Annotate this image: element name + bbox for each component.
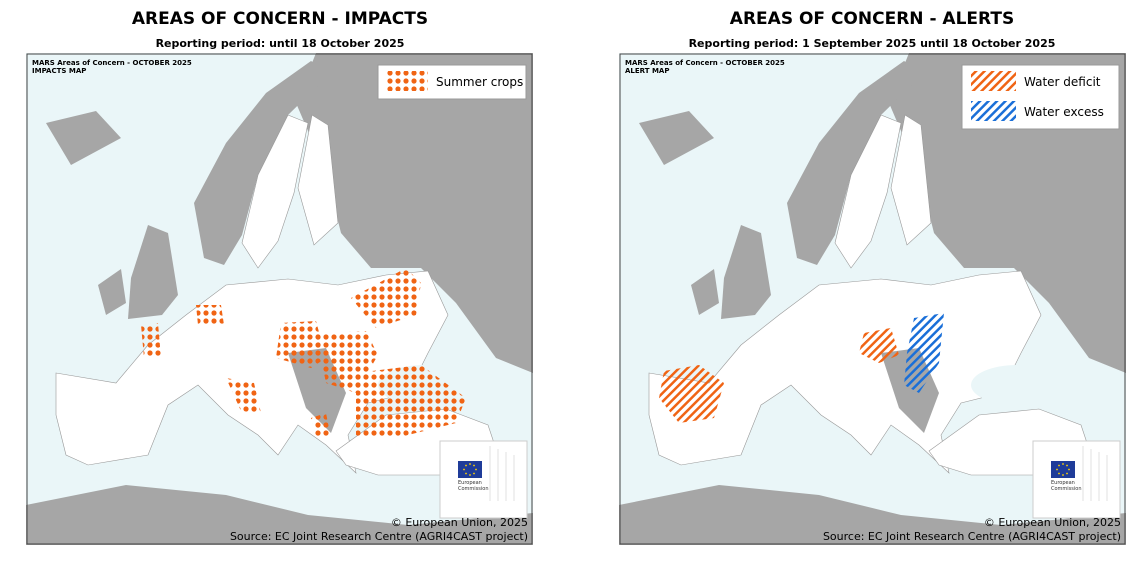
logo-text: European — [1051, 480, 1075, 486]
legend: Summer crops — [377, 64, 527, 100]
logo: European Commission — [1032, 440, 1121, 519]
map: MARS Areas of Concern - OCTOBER 2025 IMP… — [25, 52, 534, 546]
map-title: AREAS OF CONCERN - IMPACTS — [132, 9, 428, 29]
legend-label: Water excess — [1024, 105, 1104, 119]
source: Source: EC Joint Research Centre (AGRI4C… — [230, 530, 528, 543]
map-label: MARS Areas of Concern - OCTOBER 2025 — [625, 59, 785, 67]
legend-label: Water deficit — [1024, 75, 1101, 89]
water-excess-area — [904, 313, 944, 393]
map-label: MARS Areas of Concern - OCTOBER 2025 — [32, 59, 192, 67]
impact-areas — [141, 268, 466, 438]
map-label: IMPACTS MAP — [32, 67, 86, 75]
legend: Water deficit Water excess — [961, 64, 1120, 130]
map-title: AREAS OF CONCERN - ALERTS — [730, 9, 1014, 29]
map-subtitle: Reporting period: 1 September 2025 until… — [689, 37, 1056, 50]
map-label: ALERT MAP — [625, 67, 669, 75]
logo-text: Commission — [1051, 486, 1082, 492]
water-deficit-area — [859, 328, 899, 363]
logo: European Commission — [439, 440, 528, 519]
logo-text: European — [458, 480, 482, 486]
legend-label: Summer crops — [436, 75, 523, 89]
credit: © European Union, 2025 — [391, 516, 528, 529]
alerts-panel: AREAS OF CONCERN - ALERTS Reporting peri… — [618, 9, 1127, 546]
impacts-panel: AREAS OF CONCERN - IMPACTS Reporting per… — [25, 9, 534, 546]
map: MARS Areas of Concern - OCTOBER 2025 ALE… — [618, 52, 1127, 546]
water-deficit-area — [659, 365, 724, 423]
credit: © European Union, 2025 — [984, 516, 1121, 529]
logo-text: Commission — [458, 486, 489, 492]
map-subtitle: Reporting period: until 18 October 2025 — [156, 37, 405, 50]
source: Source: EC Joint Research Centre (AGRI4C… — [823, 530, 1121, 543]
